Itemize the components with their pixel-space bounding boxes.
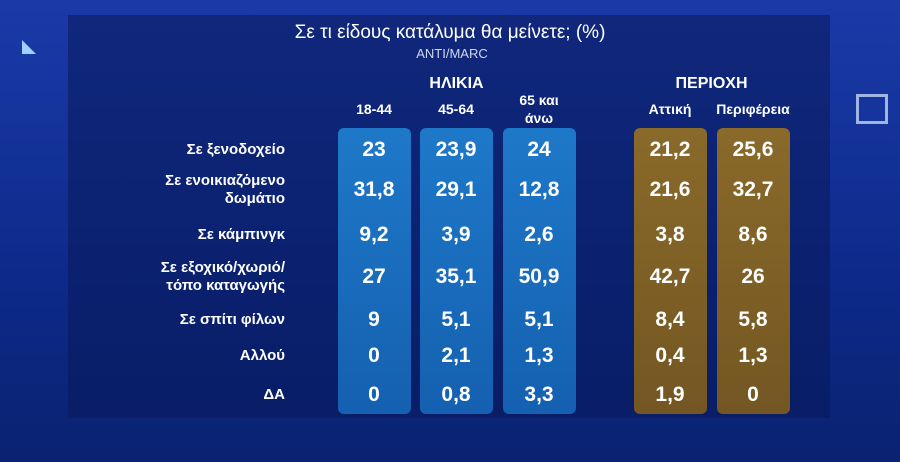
cell-value: 2,1	[441, 344, 471, 367]
row-label: Σε ξενοδοχείο	[186, 141, 285, 158]
column-header: 65 και	[519, 92, 559, 108]
cell-value: 8,6	[738, 223, 768, 246]
cell-value: 42,7	[649, 265, 691, 288]
row-label: Σε σπίτι φίλων	[179, 311, 285, 328]
column-header: άνω	[524, 110, 554, 126]
cell-value: 0,8	[441, 383, 471, 406]
cell-value: 5,8	[738, 308, 768, 331]
cell-value: 24	[527, 138, 551, 161]
cell-value: 26	[741, 265, 765, 288]
cell-value: 27	[362, 265, 386, 288]
row-label: ΔΑ	[263, 386, 285, 403]
cell-value: 35,1	[435, 265, 477, 288]
cell-value: 5,1	[441, 308, 471, 331]
cell-value: 21,6	[649, 178, 691, 201]
cell-value: 12,8	[518, 178, 560, 201]
cell-value: 21,2	[649, 138, 691, 161]
column-header: 45-64	[438, 101, 474, 117]
source: ANTI/MARC	[416, 46, 488, 61]
cell-value: 0	[747, 383, 759, 406]
cell-value: 9,2	[359, 223, 389, 246]
square-icon	[856, 94, 888, 124]
cell-value: 8,4	[655, 308, 685, 331]
cell-value: 3,3	[524, 383, 554, 406]
column-header: Αττική	[648, 101, 692, 117]
cell-value: 2,6	[524, 223, 554, 246]
column-box	[503, 128, 576, 414]
cell-value: 23	[362, 138, 386, 161]
cell-value: 1,3	[738, 344, 768, 367]
row-label: Σε ενοικιαζόμενο	[165, 172, 285, 189]
cell-value: 3,9	[441, 223, 471, 246]
column-box	[420, 128, 493, 414]
row-label: Σε εξοχικό/χωριό/	[160, 259, 285, 276]
group-header: ΠΕΡΙΟΧΗ	[675, 75, 748, 92]
row-label: Αλλού	[239, 347, 285, 364]
row-label: τόπο καταγωγής	[166, 277, 285, 294]
row-label: δωμάτιο	[224, 190, 285, 207]
title: Σε τι είδους κατάλυμα θα μείνετε; (%)	[294, 22, 606, 43]
cell-value: 0	[368, 383, 380, 406]
group-header: ΗΛΙΚΙΑ	[429, 75, 484, 92]
cell-value: 32,7	[732, 178, 774, 201]
cell-value: 0,4	[655, 344, 685, 367]
row-label: Σε κάμπινγκ	[197, 226, 285, 243]
cell-value: 1,9	[655, 383, 685, 406]
column-header: Περιφέρεια	[716, 101, 790, 117]
column-box	[634, 128, 707, 414]
cell-value: 9	[368, 308, 380, 331]
column-box	[338, 128, 411, 414]
cell-value: 1,3	[524, 344, 554, 367]
cell-value: 50,9	[518, 265, 560, 288]
cell-value: 23,9	[435, 138, 477, 161]
column-header: 18-44	[356, 101, 392, 117]
column-box	[717, 128, 790, 414]
corner-icon	[22, 40, 36, 54]
cell-value: 3,8	[655, 223, 685, 246]
cell-value: 0	[368, 344, 380, 367]
cell-value: 29,1	[435, 178, 477, 201]
cell-value: 5,1	[524, 308, 554, 331]
cell-value: 25,6	[732, 138, 774, 161]
cell-value: 31,8	[353, 178, 395, 201]
